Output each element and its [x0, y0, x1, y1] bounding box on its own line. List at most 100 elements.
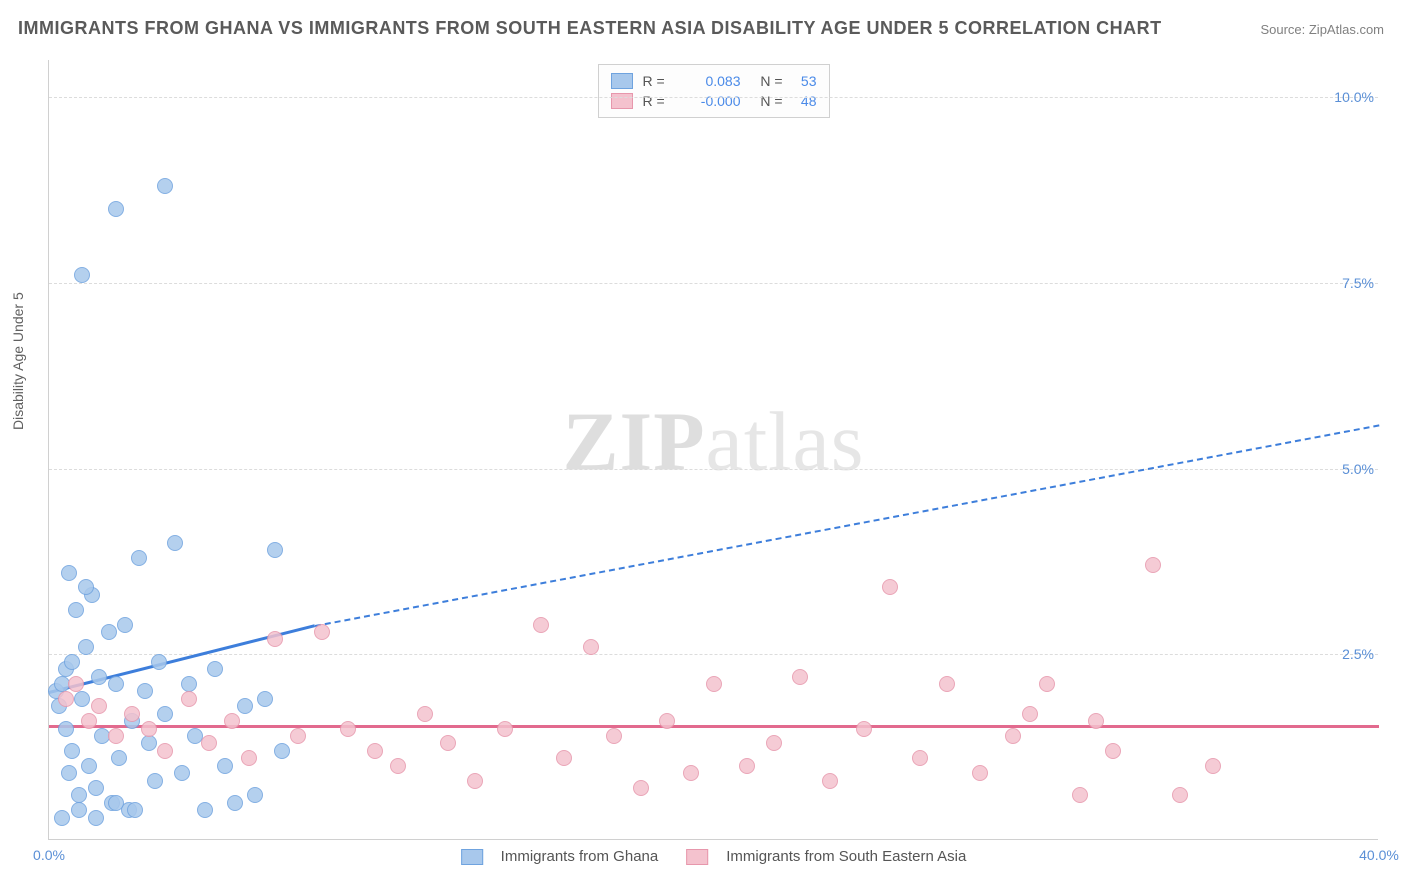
- data-point: [792, 669, 808, 685]
- data-point: [1072, 787, 1088, 803]
- gridline: [49, 469, 1378, 470]
- data-point: [440, 735, 456, 751]
- data-point: [417, 706, 433, 722]
- data-point: [1205, 758, 1221, 774]
- legend-row-series1: R = 0.083 N = 53: [611, 71, 817, 91]
- watermark: ZIPatlas: [563, 393, 865, 490]
- scatter-plot-area: ZIPatlas R = 0.083 N = 53 R = -0.000 N =…: [48, 60, 1378, 840]
- y-tick-label: 2.5%: [1342, 646, 1374, 662]
- data-point: [706, 676, 722, 692]
- x-tick-label: 0.0%: [33, 847, 65, 863]
- y-axis-label: Disability Age Under 5: [10, 292, 26, 430]
- data-point: [290, 728, 306, 744]
- data-point: [367, 743, 383, 759]
- data-point: [127, 802, 143, 818]
- x-tick-label: 40.0%: [1359, 847, 1399, 863]
- data-point: [137, 683, 153, 699]
- gridline: [49, 97, 1378, 98]
- legend-item-series2: Immigrants from South Eastern Asia: [686, 848, 966, 865]
- swatch-series2: [611, 93, 633, 109]
- data-point: [939, 676, 955, 692]
- data-point: [157, 743, 173, 759]
- series-legend: Immigrants from Ghana Immigrants from So…: [461, 848, 967, 865]
- y-tick-label: 7.5%: [1342, 275, 1374, 291]
- data-point: [58, 721, 74, 737]
- data-point: [124, 706, 140, 722]
- data-point: [583, 639, 599, 655]
- data-point: [151, 654, 167, 670]
- data-point: [822, 773, 838, 789]
- data-point: [54, 810, 70, 826]
- data-point: [111, 750, 127, 766]
- data-point: [91, 669, 107, 685]
- swatch-series1-b: [461, 849, 483, 865]
- data-point: [157, 178, 173, 194]
- data-point: [257, 691, 273, 707]
- data-point: [58, 691, 74, 707]
- data-point: [68, 676, 84, 692]
- data-point: [108, 201, 124, 217]
- data-point: [71, 802, 87, 818]
- data-point: [633, 780, 649, 796]
- swatch-series1: [611, 73, 633, 89]
- data-point: [78, 639, 94, 655]
- data-point: [267, 542, 283, 558]
- gridline: [49, 654, 1378, 655]
- data-point: [64, 654, 80, 670]
- data-point: [64, 743, 80, 759]
- trend-line: [315, 424, 1379, 627]
- source-attribution: Source: ZipAtlas.com: [1260, 22, 1384, 37]
- data-point: [78, 579, 94, 595]
- data-point: [659, 713, 675, 729]
- data-point: [972, 765, 988, 781]
- data-point: [167, 535, 183, 551]
- chart-title: IMMIGRANTS FROM GHANA VS IMMIGRANTS FROM…: [18, 18, 1162, 39]
- data-point: [81, 713, 97, 729]
- data-point: [131, 550, 147, 566]
- data-point: [1039, 676, 1055, 692]
- data-point: [181, 691, 197, 707]
- data-point: [147, 773, 163, 789]
- data-point: [1022, 706, 1038, 722]
- data-point: [88, 810, 104, 826]
- data-point: [1172, 787, 1188, 803]
- data-point: [74, 691, 90, 707]
- data-point: [108, 728, 124, 744]
- data-point: [217, 758, 233, 774]
- data-point: [606, 728, 622, 744]
- data-point: [497, 721, 513, 737]
- data-point: [1105, 743, 1121, 759]
- data-point: [227, 795, 243, 811]
- data-point: [141, 721, 157, 737]
- y-tick-label: 10.0%: [1334, 89, 1374, 105]
- data-point: [157, 706, 173, 722]
- data-point: [61, 565, 77, 581]
- data-point: [314, 624, 330, 640]
- legend-row-series2: R = -0.000 N = 48: [611, 91, 817, 111]
- y-tick-label: 5.0%: [1342, 461, 1374, 477]
- data-point: [739, 758, 755, 774]
- data-point: [74, 267, 90, 283]
- data-point: [181, 676, 197, 692]
- data-point: [101, 624, 117, 640]
- data-point: [71, 787, 87, 803]
- data-point: [141, 735, 157, 751]
- data-point: [340, 721, 356, 737]
- data-point: [912, 750, 928, 766]
- data-point: [81, 758, 97, 774]
- data-point: [766, 735, 782, 751]
- data-point: [556, 750, 572, 766]
- data-point: [224, 713, 240, 729]
- data-point: [1088, 713, 1104, 729]
- data-point: [91, 698, 107, 714]
- data-point: [237, 698, 253, 714]
- data-point: [267, 631, 283, 647]
- gridline: [49, 283, 1378, 284]
- data-point: [683, 765, 699, 781]
- correlation-legend: R = 0.083 N = 53 R = -0.000 N = 48: [598, 64, 830, 118]
- swatch-series2-b: [686, 849, 708, 865]
- data-point: [274, 743, 290, 759]
- data-point: [390, 758, 406, 774]
- data-point: [207, 661, 223, 677]
- data-point: [197, 802, 213, 818]
